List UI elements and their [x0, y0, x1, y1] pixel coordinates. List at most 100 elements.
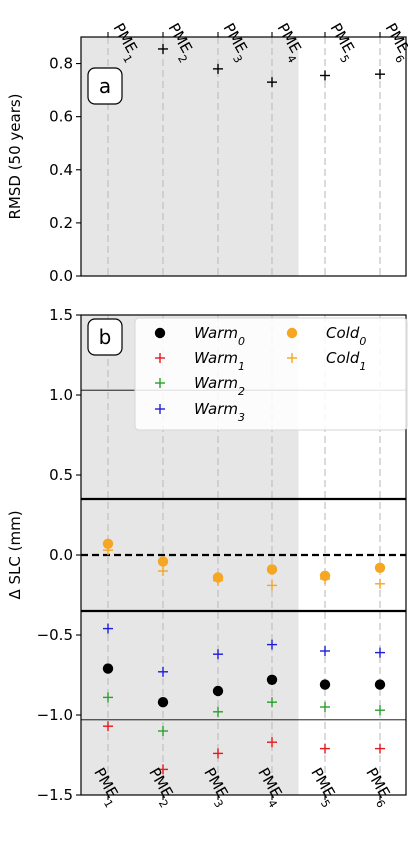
legend-label-warm1-base: Warm: [194, 349, 238, 367]
legend-label-warm0-base: Warm: [194, 324, 238, 342]
b-point-warm0-5: [319, 679, 331, 690]
b-point-warm3-3: [213, 649, 223, 660]
b-ytick-label-3: 0.0: [49, 546, 73, 564]
b-xtick-label-2-sub: 2: [156, 797, 171, 810]
b-point-cold1-2: [158, 566, 168, 576]
b-point-warm0-6: [374, 679, 386, 690]
panel-a-label: a: [99, 74, 111, 98]
b-point-warm3-1: [103, 623, 113, 634]
b-ytick-label-4: 0.5: [49, 466, 73, 484]
b-point-warm3-4: [267, 639, 277, 650]
legend-marker-warm0: [154, 327, 166, 339]
panel-b-y-axis-label: Δ SLC (mm): [6, 510, 24, 599]
b-point-warm2-3: [213, 706, 223, 717]
a-xtick-label-6: PME6: [377, 20, 408, 65]
legend-label-warm2: Warm2: [194, 374, 245, 398]
b-xtick-label-3-sub: 3: [211, 797, 226, 810]
legend-marker-cold0: [286, 327, 298, 339]
b-point-warm1-1: [103, 721, 113, 732]
b-point-warm2-2: [158, 726, 168, 736]
b-point-cold1-5: [320, 574, 330, 584]
a-marker-2: [158, 43, 168, 54]
a-marker-6: [375, 69, 385, 80]
b-point-warm3-5: [320, 646, 330, 656]
b-ytick-label-6: 1.5: [49, 306, 73, 324]
legend-label-warm0: Warm0: [194, 324, 245, 348]
b-xtick-label-1-sub: 1: [101, 797, 116, 810]
legend-label-warm2-base: Warm: [194, 374, 238, 392]
legend-marker-cold1: [287, 353, 297, 363]
legend-label-cold0-sub: 0: [359, 335, 366, 348]
panel-b-markers: [102, 538, 386, 775]
legend-label-cold1: Cold1: [326, 349, 366, 373]
panel-a-frame: [80, 36, 407, 277]
panel-b-label-box: b: [87, 318, 123, 356]
legend-label-warm3-sub: 3: [238, 411, 245, 424]
legend-label-warm3: Warm3: [194, 400, 245, 424]
b-ytick-label-1: −1.0: [37, 706, 73, 724]
legend-label-warm3-base: Warm: [194, 400, 238, 418]
panel-a-markers: [103, 43, 385, 104]
b-point-cold0-1: [102, 538, 114, 549]
b-xtick-label-5: PME5: [303, 765, 343, 810]
legend-label-warm2-sub: 2: [238, 385, 245, 398]
b-xtick-label-6-sub: 6: [373, 797, 388, 810]
a-ytick-label-3: 0.6: [49, 108, 73, 126]
b-ytick-label-2: −0.5: [37, 626, 73, 644]
b-point-cold0-2: [157, 556, 169, 567]
a-ytick-label-4: 0.8: [49, 55, 73, 73]
b-point-warm0-3: [212, 685, 224, 697]
legend-label-cold1-base: Cold: [326, 349, 360, 367]
a-marker-4: [267, 77, 277, 88]
b-point-warm1-2: [158, 764, 168, 775]
a-xtick-label-6-base: PME: [382, 20, 408, 56]
legend-marker-warm3: [155, 404, 165, 414]
legend-marker-warm2: [155, 378, 165, 388]
b-ytick-label-0: −1.5: [37, 786, 73, 804]
a-marker-5: [320, 70, 330, 81]
a-ytick-label-0: 0.0: [49, 267, 73, 285]
b-point-warm2-6: [375, 705, 385, 716]
b-point-warm0-1: [102, 663, 114, 674]
b-point-warm1-5: [320, 743, 330, 754]
legend-label-cold1-sub: 1: [359, 360, 366, 373]
legend-label-warm1-sub: 1: [238, 360, 245, 373]
b-point-warm3-2: [158, 666, 168, 677]
b-ytick-label-5: 1.0: [49, 386, 73, 404]
a-xtick-label-6-sub: 6: [393, 53, 408, 66]
a-xtick-label-5-base: PME: [327, 20, 358, 56]
b-point-warm3-6: [375, 647, 385, 658]
panel-a-label-frame: [87, 67, 123, 105]
panel-b: −1.5−1.0−0.50.00.51.01.5 PME1PME2PME3PME…: [6, 306, 408, 810]
b-point-cold1-6: [375, 578, 385, 589]
legend-label-cold0-base: Cold: [326, 324, 360, 342]
b-xtick-label-5-sub: 5: [318, 797, 333, 810]
panel-a: 0.00.20.40.60.8 PME1PME2PME3PME4PME5PME6…: [6, 20, 408, 285]
b-point-warm1-6: [375, 743, 385, 754]
legend-label-warm0-sub: 0: [238, 335, 245, 348]
a-ytick-label-2: 0.4: [49, 161, 73, 179]
b-point-warm1-3: [213, 748, 223, 759]
panel-b-y-ticks: −1.5 −1.0 −0.5 0.0 0.5 1.0 1.5: [37, 306, 81, 804]
b-point-warm2-1: [103, 692, 113, 703]
a-marker-3: [213, 63, 223, 74]
panel-a-y-ticks: 0.0 0.2 0.4 0.6 0.8: [49, 55, 81, 285]
b-point-warm2-4: [267, 697, 277, 708]
panel-a-y-axis-label: RMSD (50 years): [6, 93, 24, 219]
b-point-cold0-4: [266, 564, 278, 575]
a-ytick-label-1: 0.2: [49, 214, 73, 232]
legend-label-cold0: Cold0: [326, 324, 366, 348]
legend-marker-warm1: [155, 353, 165, 363]
panel-b-label: b: [99, 325, 112, 349]
b-xtick-label-4-sub: 4: [265, 797, 280, 810]
b-point-cold1-1: [103, 545, 113, 556]
legend-label-warm1: Warm1: [194, 349, 245, 373]
b-point-warm0-2: [157, 697, 169, 708]
b-point-warm0-4: [266, 674, 278, 685]
a-xtick-label-5-sub: 5: [338, 53, 353, 66]
b-point-cold1-3: [213, 575, 223, 586]
a-xtick-label-5: PME5: [322, 20, 362, 65]
b-xtick-label-6: PME6: [358, 765, 398, 810]
